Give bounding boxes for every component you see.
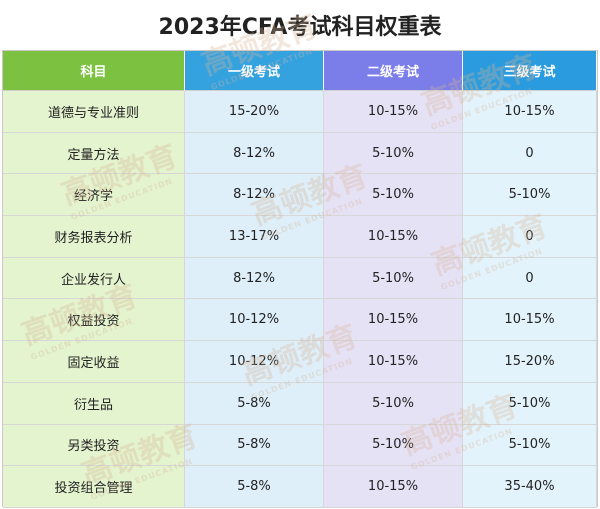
level-2-cell: 5-10% [324,382,463,425]
level-1-cell: 10-12% [185,299,324,342]
subject-cell: 企业发行人 [3,257,185,300]
level-3-cell: 35-40% [463,466,597,508]
level-1-cell: 13-17% [185,216,324,258]
level-1-cell: 8-12% [185,174,324,217]
level-1-cell: 5-8% [185,424,324,467]
subject-cell: 固定收益 [3,341,185,383]
subject-cell: 财务报表分析 [3,216,185,258]
level-2-cell: 5-10% [324,424,463,467]
level-3-cell: 5-10% [463,174,597,217]
level-1-cell: 8-12% [185,257,324,300]
level-2-cell: 10-15% [324,466,463,508]
subject-cell: 权益投资 [3,299,185,342]
subject-cell: 衍生品 [3,382,185,425]
level-2-cell: 10-15% [324,299,463,342]
header-level-3: 三级考试 [463,51,597,91]
level-3-cell: 5-10% [463,424,597,467]
level-1-cell: 5-8% [185,466,324,508]
level-1-cell: 10-12% [185,341,324,383]
level-3-cell: 10-15% [463,91,597,133]
subject-cell: 道德与专业准则 [3,91,185,133]
level-3-cell: 0 [463,257,597,300]
level-2-cell: 5-10% [324,174,463,217]
level-1-cell: 8-12% [185,132,324,175]
header-subject: 科目 [3,51,185,91]
level-2-cell: 10-15% [324,341,463,383]
level-2-cell: 10-15% [324,216,463,258]
level-3-cell: 0 [463,216,597,258]
level-3-cell: 15-20% [463,341,597,383]
level-3-cell: 5-10% [463,382,597,425]
header-level-1: 一级考试 [185,51,324,91]
level-2-cell: 5-10% [324,257,463,300]
level-2-cell: 5-10% [324,132,463,175]
subject-cell: 定量方法 [3,132,185,175]
subject-cell: 投资组合管理 [3,466,185,508]
level-1-cell: 5-8% [185,382,324,425]
header-level-2: 二级考试 [324,51,463,91]
level-1-cell: 15-20% [185,91,324,133]
subject-cell: 另类投资 [3,424,185,467]
weights-table: 科目 一级考试 二级考试 三级考试 道德与专业准则 15-20% 10-15% … [2,50,598,508]
level-3-cell: 10-15% [463,299,597,342]
level-2-cell: 10-15% [324,91,463,133]
subject-cell: 经济学 [3,174,185,217]
level-3-cell: 0 [463,132,597,175]
page-title: 2023年CFA考试科目权重表 [158,15,442,40]
